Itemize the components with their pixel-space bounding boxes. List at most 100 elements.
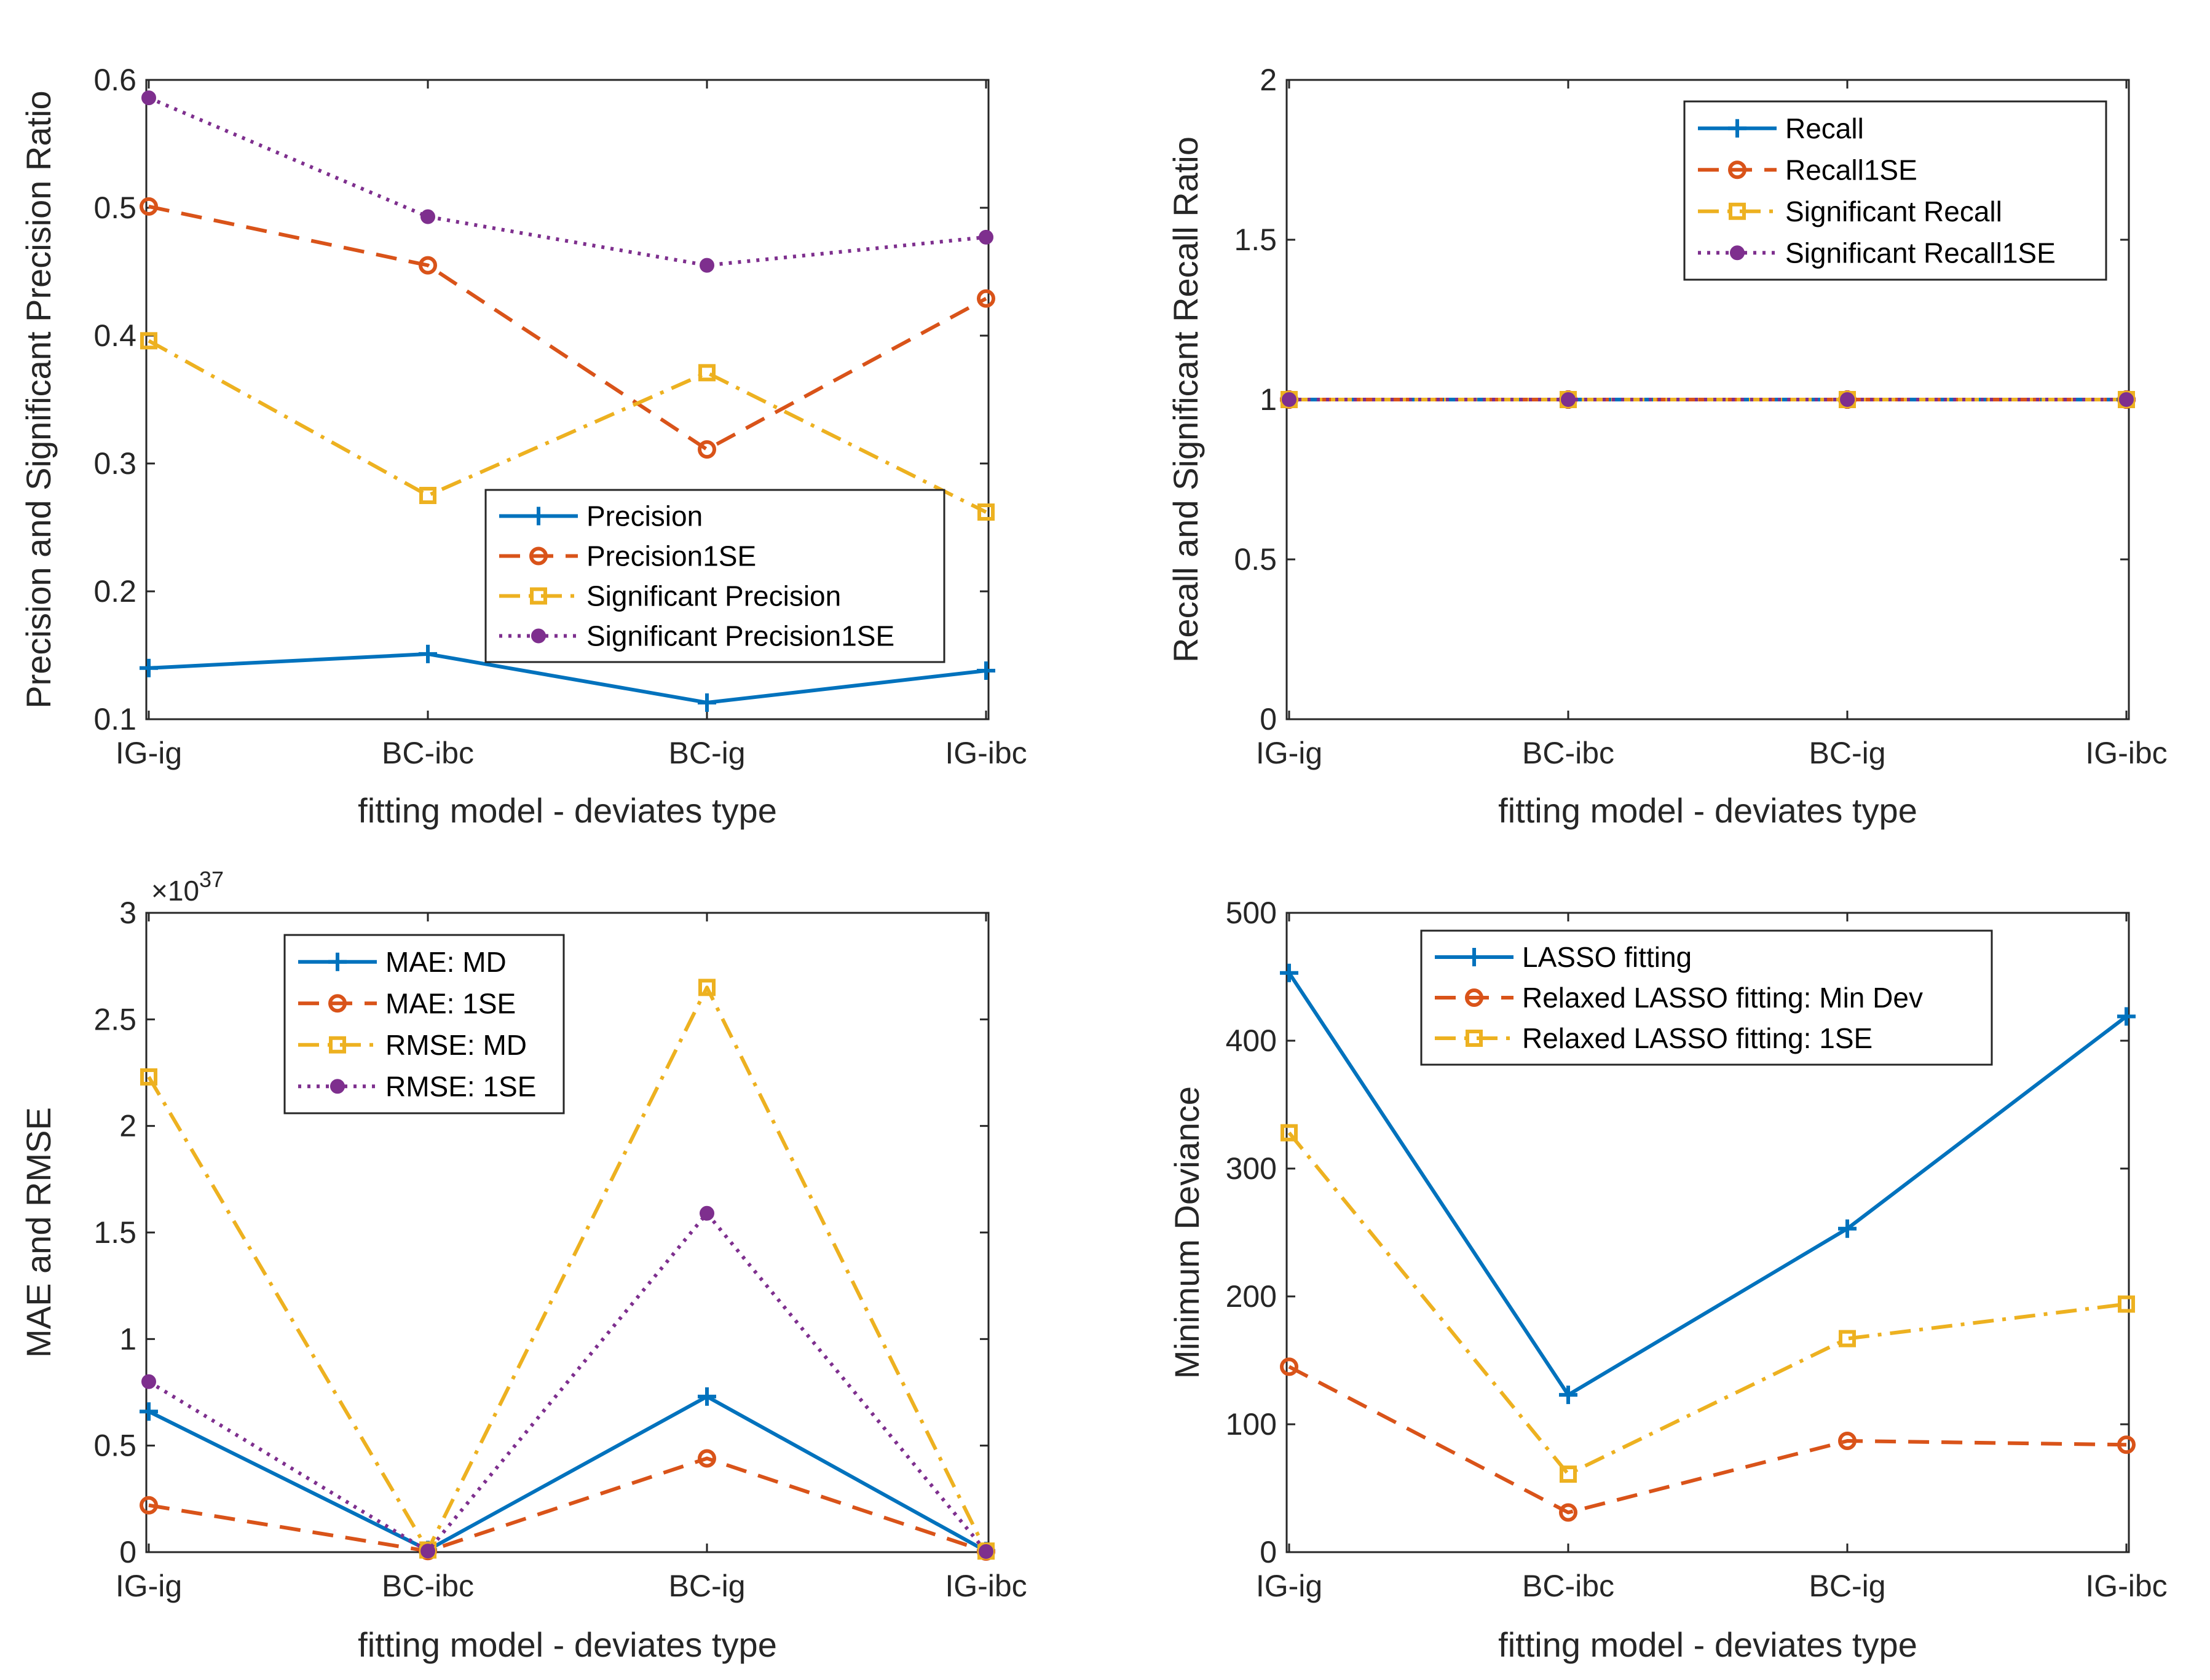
data-point-marker <box>1840 392 1855 407</box>
series-line <box>148 204 987 452</box>
legend-box <box>1420 929 1993 1066</box>
y-tick-label: 1.5 <box>1234 223 1277 257</box>
data-point-marker <box>698 1387 716 1406</box>
data-point-marker <box>1559 1386 1577 1405</box>
legend-marker-sample <box>1729 202 1746 220</box>
legend-entry-label: Significant Recall1SE <box>1785 237 2056 269</box>
legend-entry-label: Precision1SE <box>586 540 756 572</box>
x-tick-label: IG-ibc <box>2085 1569 2167 1603</box>
plot-area-frame <box>1285 912 2130 1553</box>
y-tick-label: 300 <box>1226 1151 1277 1186</box>
data-point-marker <box>2117 1435 2136 1454</box>
data-point-marker <box>141 1374 156 1389</box>
series-precision <box>140 644 995 712</box>
x-tick-label: IG-ibc <box>945 736 1027 770</box>
x-tick-label: BC-ig <box>1809 736 1885 770</box>
series-line <box>148 652 987 704</box>
series-line <box>148 1211 988 1553</box>
series-rmse-1se <box>141 1205 993 1559</box>
data-point-marker <box>140 197 158 216</box>
y-tick-label: 0 <box>119 1535 136 1569</box>
plot-area-frame <box>145 79 990 720</box>
data-point-marker <box>1559 1503 1577 1522</box>
data-point-marker <box>1280 1357 1298 1376</box>
data-point-marker <box>140 1402 158 1421</box>
x-tick-label: IG-ig <box>116 1569 182 1603</box>
data-point-marker <box>698 364 716 382</box>
data-point-marker <box>420 209 435 224</box>
data-point-marker <box>977 661 995 680</box>
y-tick-label: 0.3 <box>93 446 136 481</box>
data-point-marker <box>2117 1007 2136 1026</box>
legend-marker-sample <box>1466 1030 1483 1047</box>
legend-entry-label: MAE: MD <box>385 946 507 978</box>
legend-entry-label: Recall1SE <box>1785 154 1917 186</box>
data-point-marker <box>140 658 158 677</box>
y-axis-label: Recall and Significant Recall Ratio <box>1166 136 1205 663</box>
legend-entry-label: MAE: 1SE <box>385 987 516 1019</box>
legend: Precision Precision1SE Significant Precisi… <box>484 489 945 663</box>
chart-panel-2: 0 0.5 1 1.5 2 IG-ig BC-ibc BC-ig IG-ibc fitting m… <box>1166 63 2168 830</box>
series-line <box>148 96 987 267</box>
y-tick-label: 0.5 <box>93 191 136 225</box>
exponent-base: ×10 <box>151 875 199 907</box>
y-tick-label: 2 <box>1260 63 1277 97</box>
legend: MAE: MD MAE: 1SE RMSE: MD RMSE: 1SE <box>283 934 565 1114</box>
exponent-power: 37 <box>199 867 224 892</box>
data-point-marker <box>700 258 714 273</box>
data-point-marker <box>698 693 716 712</box>
legend-marker-sample <box>529 546 548 566</box>
legend-entry-label: Significant Precision1SE <box>586 620 894 652</box>
data-point-marker <box>979 1544 993 1559</box>
y-tick-label: 200 <box>1226 1279 1277 1314</box>
x-tick-label: IG-ig <box>1256 736 1322 770</box>
legend-box <box>484 489 945 663</box>
x-tick-label: BC-ibc <box>1522 736 1614 770</box>
data-point-marker <box>1282 392 1296 407</box>
legend-marker-sample <box>328 952 347 971</box>
chart-panel-4: 0 100 200 300 400 500 IG-ig BC-ibc BC-ig IG-ibc fi… <box>1167 896 2168 1664</box>
y-tick-label: 0.4 <box>93 318 136 353</box>
data-point-marker <box>2119 392 2134 407</box>
x-tick-label: BC-ibc <box>382 1569 474 1603</box>
legend-entry-label: RMSE: MD <box>385 1029 527 1061</box>
x-axis-label: fitting model - deviates type <box>358 791 777 830</box>
y-tick-label: 500 <box>1226 896 1277 930</box>
legend-entry-label: Relaxed LASSO fitting: 1SE <box>1522 1022 1873 1054</box>
legend: Recall Recall1SE Significant Recall Signifi… <box>1683 100 2107 281</box>
legend-entry-label: Significant Precision <box>586 580 841 612</box>
legend-marker-sample <box>329 1036 346 1054</box>
series-significant-recall1se <box>1282 392 2134 407</box>
legend-entry-label: Precision <box>586 500 703 532</box>
data-point-marker <box>1838 1432 1857 1451</box>
series-line <box>148 339 987 514</box>
y-tick-label: 2.5 <box>93 1002 136 1036</box>
x-tick-label: IG-ibc <box>2085 736 2167 770</box>
data-point-marker <box>419 644 437 663</box>
data-point-marker <box>977 289 995 308</box>
y-tick-label: 0 <box>1260 702 1277 736</box>
data-point-marker <box>1839 1330 1856 1347</box>
data-point-marker <box>1561 392 1576 407</box>
legend-marker-sample <box>530 587 547 605</box>
data-point-marker <box>698 440 716 459</box>
legend-marker-sample <box>1465 988 1483 1007</box>
y-tick-label: 400 <box>1226 1023 1277 1058</box>
series-significant-precision <box>140 332 995 521</box>
x-axis-label: fitting model - deviates type <box>358 1625 777 1664</box>
y-axis-exponent: ×1037 <box>151 867 224 907</box>
y-tick-label: 1 <box>1260 382 1277 417</box>
data-point-marker <box>979 229 993 245</box>
series-line <box>1287 972 2128 1397</box>
x-axis-label: fitting model - deviates type <box>1498 791 1917 830</box>
data-point-marker <box>140 1496 158 1515</box>
data-point-marker <box>2118 1295 2135 1313</box>
y-tick-label: 2 <box>119 1109 136 1143</box>
x-tick-label: BC-ig <box>668 736 745 770</box>
y-axis-label: Precision and Significant Precision Rati… <box>19 90 58 708</box>
series-significant-precision1se <box>141 90 993 273</box>
series-line <box>1287 1131 2127 1477</box>
legend-entry-label: Significant Recall <box>1785 195 2002 227</box>
legend-marker-sample <box>529 507 548 526</box>
